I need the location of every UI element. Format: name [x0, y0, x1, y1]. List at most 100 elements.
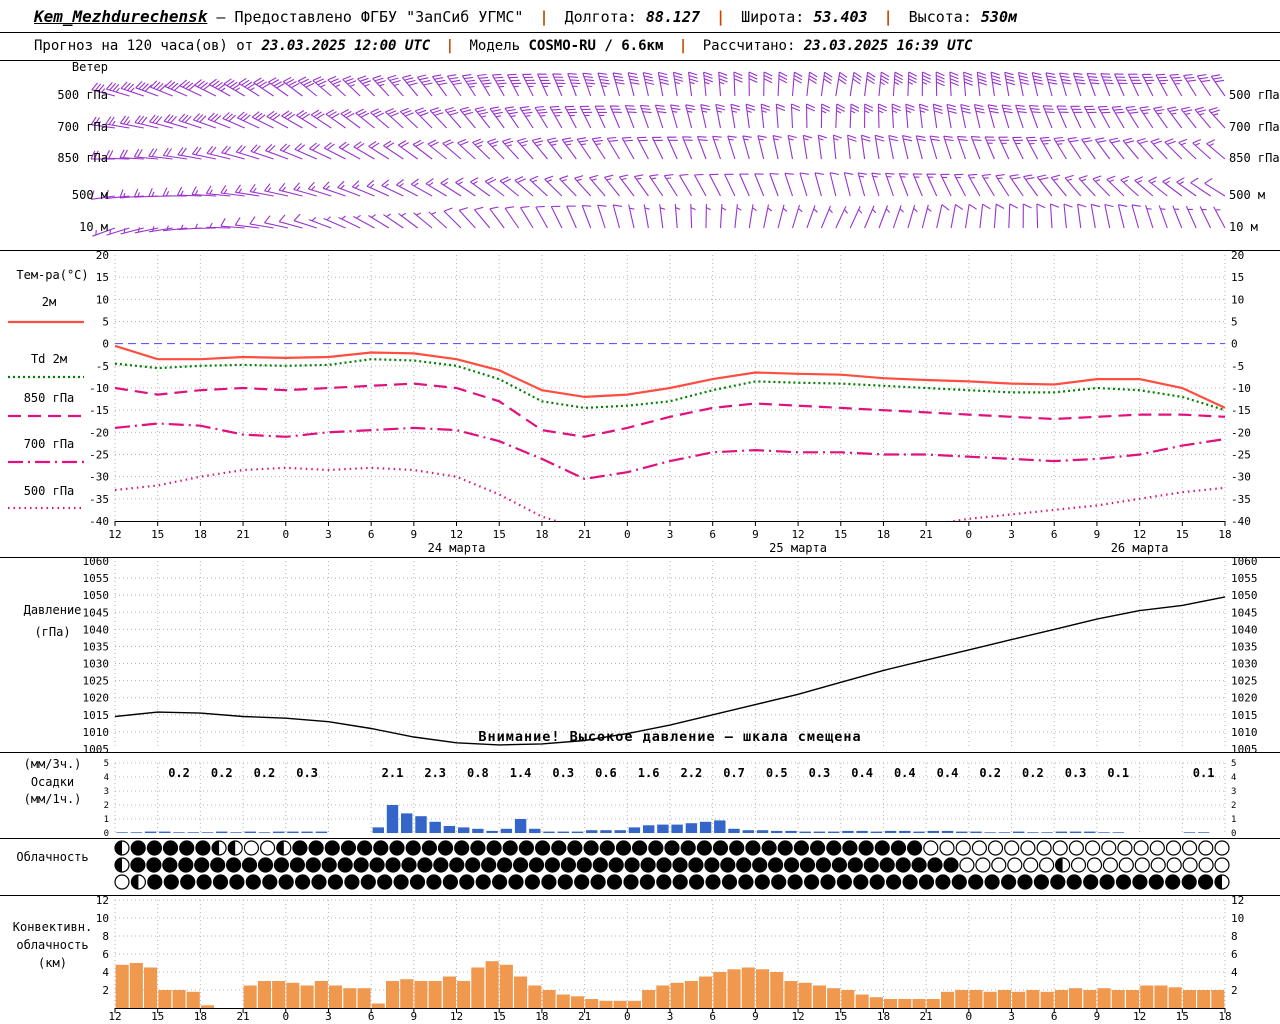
svg-text:0: 0: [282, 1010, 289, 1023]
temp-series-solid: [115, 344, 1225, 409]
svg-text:0.5: 0.5: [766, 766, 788, 780]
svg-text:0.2: 0.2: [1022, 766, 1044, 780]
separator-icon: |: [539, 8, 549, 26]
latitude-value: 53.403: [813, 8, 868, 26]
temp-series-dotted: [115, 358, 1225, 412]
altitude-value: 530м: [980, 8, 1018, 26]
svg-text:-10: -10: [1231, 382, 1251, 395]
svg-text:15: 15: [1176, 528, 1189, 541]
cloud-panel-title: Облачность: [16, 850, 89, 864]
svg-text:-20: -20: [89, 426, 109, 439]
svg-text:18: 18: [194, 1010, 207, 1023]
wind-level-500m: 500 м: [71, 188, 108, 202]
svg-text:21: 21: [920, 1010, 933, 1023]
wind-level-850hpa-right: 850 гПа: [1229, 151, 1280, 165]
svg-text:6: 6: [368, 528, 375, 541]
svg-text:0.2: 0.2: [254, 766, 276, 780]
svg-text:6: 6: [1231, 948, 1238, 961]
svg-text:3: 3: [1231, 787, 1236, 797]
legend-t500: 500 гПа: [23, 484, 75, 498]
svg-text:1015: 1015: [83, 709, 110, 722]
svg-text:1015: 1015: [1231, 709, 1258, 722]
svg-text:0: 0: [102, 338, 109, 351]
model-label: Модель: [469, 38, 521, 54]
svg-text:6: 6: [709, 1010, 716, 1023]
svg-text:2: 2: [1231, 801, 1236, 811]
latitude-label: Широта:: [741, 8, 805, 26]
forecast-label: Прогноз на 120 часа(ов) от: [34, 38, 254, 54]
svg-text:-25: -25: [89, 449, 109, 462]
svg-text:0.3: 0.3: [296, 766, 318, 780]
wind-panel-title: Ветер: [71, 60, 108, 74]
svg-text:0.2: 0.2: [211, 766, 233, 780]
svg-text:-25: -25: [1231, 449, 1251, 462]
svg-text:6: 6: [1051, 528, 1058, 541]
svg-text:21: 21: [920, 528, 933, 541]
svg-text:15: 15: [493, 1010, 506, 1023]
separator-icon: |: [445, 38, 455, 54]
svg-text:0: 0: [624, 1010, 631, 1023]
svg-text:1045: 1045: [83, 606, 110, 619]
conv-title-line3: (км): [38, 956, 67, 970]
longitude-value: 88.127: [645, 8, 701, 26]
svg-text:10: 10: [1231, 293, 1244, 306]
precip-unit-3h: (мм/3ч.): [23, 757, 82, 771]
forecast-time: 23.03.2025 12:00 UTC: [261, 38, 431, 54]
svg-text:4: 4: [102, 966, 109, 979]
model-name: COSMO-RU: [528, 38, 596, 54]
svg-text:0: 0: [1231, 338, 1238, 351]
legend-samples: [8, 320, 84, 510]
svg-text:12: 12: [450, 1010, 463, 1023]
svg-text:9: 9: [752, 528, 759, 541]
separators: [0, 250, 1280, 1013]
svg-text:2: 2: [104, 801, 109, 811]
header-line-1: Kem_Mezhdurechensk — Предоставлено ФГБУ …: [0, 0, 1280, 33]
svg-text:21: 21: [236, 1010, 249, 1023]
svg-text:0: 0: [1231, 829, 1236, 839]
svg-text:0.2: 0.2: [168, 766, 190, 780]
svg-text:5: 5: [1231, 759, 1236, 769]
svg-text:-15: -15: [89, 404, 109, 417]
svg-text:0.3: 0.3: [552, 766, 574, 780]
svg-text:1020: 1020: [1231, 692, 1258, 705]
pressure-warning: Внимание! Высокое давление — шкала смеще…: [478, 729, 862, 745]
svg-text:-35: -35: [1231, 493, 1251, 506]
svg-text:2: 2: [1231, 984, 1238, 997]
svg-text:3: 3: [104, 787, 109, 797]
svg-text:12: 12: [1133, 528, 1146, 541]
svg-text:-40: -40: [89, 515, 109, 528]
svg-text:1020: 1020: [83, 692, 110, 705]
svg-text:1: 1: [104, 815, 109, 825]
svg-text:0.4: 0.4: [937, 766, 959, 780]
svg-text:25 марта: 25 марта: [769, 541, 827, 555]
svg-text:5: 5: [104, 759, 109, 769]
longitude-label: Долгота:: [564, 8, 637, 26]
svg-text:-20: -20: [1231, 426, 1251, 439]
svg-text:2.1: 2.1: [382, 766, 404, 780]
svg-text:3: 3: [325, 528, 332, 541]
svg-text:1010: 1010: [1231, 726, 1258, 739]
svg-text:21: 21: [578, 528, 591, 541]
model-resolution: / 6.6км: [604, 38, 664, 54]
svg-text:1045: 1045: [1231, 606, 1258, 619]
svg-text:18: 18: [877, 1010, 890, 1023]
svg-text:18: 18: [535, 1010, 548, 1023]
svg-text:12: 12: [791, 1010, 804, 1023]
temp-series-dashdot: [115, 422, 1225, 481]
calculated-time: 23.03.2025 16:39 UTC: [803, 38, 973, 54]
svg-text:3: 3: [1008, 528, 1015, 541]
svg-text:1.4: 1.4: [510, 766, 532, 780]
wind-level-10m: 10 м: [79, 220, 108, 234]
svg-text:15: 15: [493, 528, 506, 541]
svg-text:4: 4: [1231, 966, 1238, 979]
svg-text:9: 9: [411, 1010, 418, 1023]
svg-text:20: 20: [1231, 249, 1244, 262]
svg-text:1010: 1010: [83, 726, 110, 739]
separator-icon: |: [883, 8, 893, 26]
svg-text:15: 15: [834, 1010, 847, 1023]
svg-text:18: 18: [877, 528, 890, 541]
svg-text:5: 5: [1231, 316, 1238, 329]
svg-text:2.2: 2.2: [681, 766, 703, 780]
precip-title: Осадки: [30, 775, 75, 789]
